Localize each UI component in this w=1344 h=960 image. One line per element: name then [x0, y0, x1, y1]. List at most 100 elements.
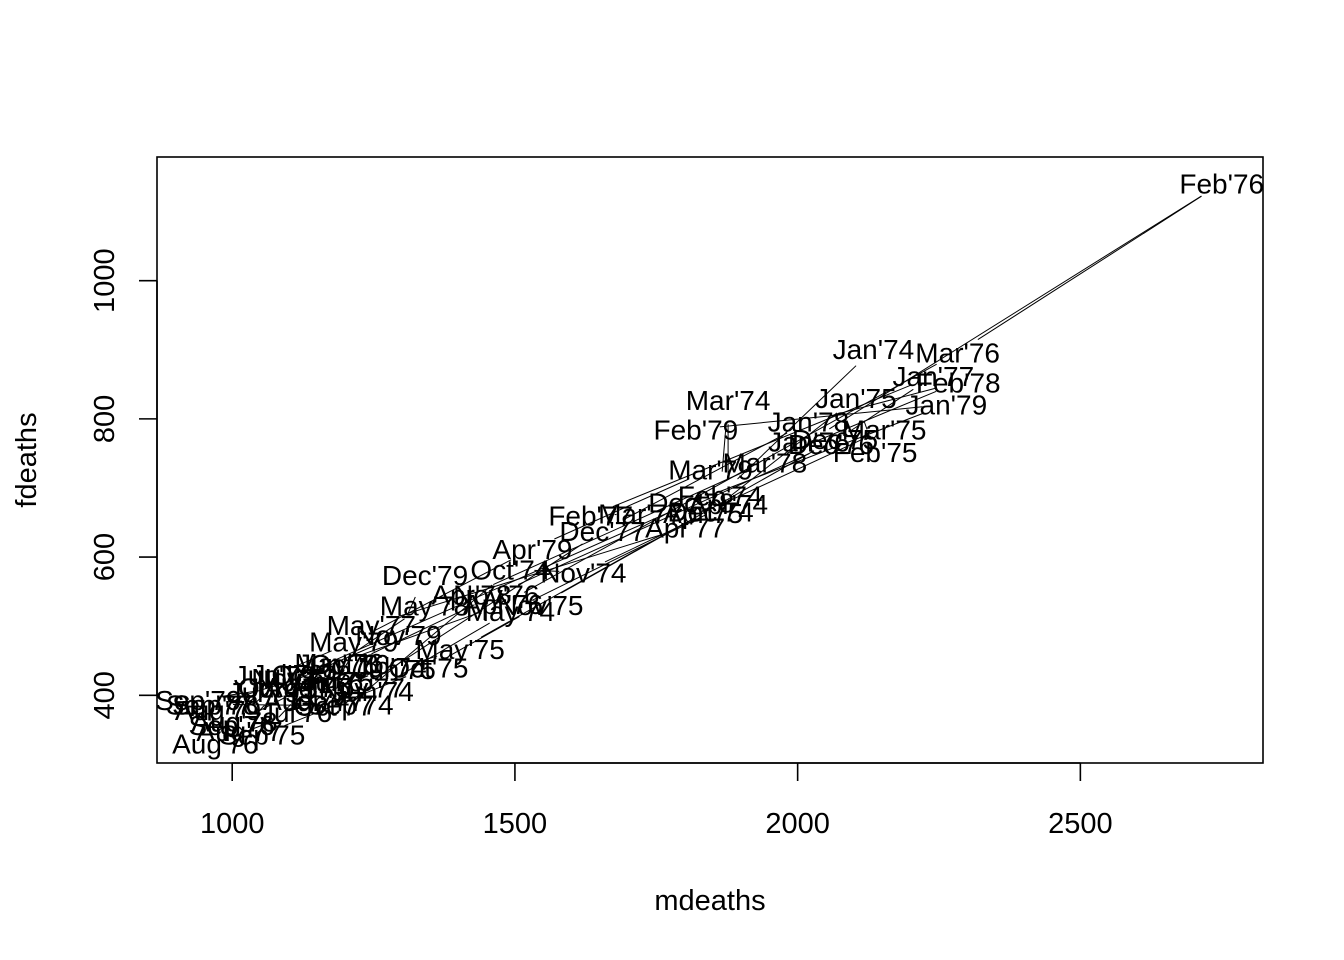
point-label: Jan'75	[815, 383, 897, 414]
series-segment	[831, 387, 936, 417]
point-label: Feb'78	[916, 367, 1001, 398]
series-segment	[255, 704, 266, 715]
point-label: Apr'76	[463, 589, 543, 620]
point-label: May'79	[309, 626, 398, 657]
point-label: Jul'77	[245, 673, 317, 704]
series-segment	[393, 622, 490, 680]
point-label: Dec'76	[788, 429, 874, 460]
point-label: Sep'78	[172, 689, 258, 720]
point-label: May'77	[327, 610, 416, 641]
point-label: May'76	[294, 648, 383, 679]
point-label: Mar'74	[686, 385, 771, 416]
series-segment	[251, 689, 271, 706]
point-label: Feb'75	[833, 437, 918, 468]
point-label: Nov'75	[497, 590, 583, 621]
point-label: Oct'77	[293, 691, 373, 722]
series-segment	[357, 618, 405, 651]
point-label: May'75	[415, 634, 504, 665]
series-segment	[361, 611, 481, 656]
series-segment	[296, 650, 332, 667]
x-tick-label: 2000	[765, 808, 830, 840]
point-label: Aug'77	[196, 716, 282, 747]
series-segment	[360, 673, 372, 677]
series-segment	[299, 644, 377, 679]
series-segment	[311, 667, 315, 670]
point-label: Aug'79	[175, 695, 261, 726]
point-label: Sep'75	[219, 720, 305, 751]
series-segment	[252, 674, 329, 715]
point-label: Sep'74	[307, 689, 393, 720]
point-label: Feb'79	[653, 414, 738, 445]
point-label: Dec'78	[648, 487, 734, 518]
point-label: Oct'76	[310, 649, 390, 680]
series-segment	[316, 511, 670, 669]
series-segment	[237, 720, 274, 736]
point-label: Jan'74	[833, 334, 915, 365]
x-axis: 1000 1500 2000 2500	[200, 762, 1113, 840]
series-segment	[623, 432, 788, 521]
point-label: Sep'79	[155, 685, 241, 716]
point-label: Dec'75	[792, 424, 878, 455]
series-segment	[221, 690, 255, 697]
point-label: Sep'76	[188, 710, 274, 741]
series-segment	[829, 195, 1202, 430]
series-segment	[417, 655, 438, 663]
series-segment	[721, 424, 727, 472]
series-segment	[284, 676, 407, 727]
point-label: Jun'76	[282, 666, 364, 697]
point-label: May'74	[466, 596, 555, 627]
point-label: Jun'78	[297, 648, 379, 679]
point-label: Jan'76	[768, 427, 850, 458]
series-segment	[786, 390, 937, 454]
series-segment	[729, 412, 838, 498]
point-label: Apr'78	[431, 579, 511, 610]
point-label: Jun'79	[234, 660, 316, 691]
point-label: Oct'79	[238, 673, 318, 704]
point-label: Nov'76	[453, 579, 539, 610]
point-label: May'78	[380, 590, 469, 621]
x-tick-label: 1000	[200, 808, 265, 840]
series-segment	[719, 406, 923, 428]
point-label: Oct'75	[388, 653, 468, 684]
series-segment	[374, 559, 512, 631]
point-label: Aug'76	[172, 729, 258, 760]
series-segment	[724, 438, 863, 504]
point-label: Jul'79	[228, 677, 300, 708]
point-label: Dec'74	[667, 496, 753, 527]
series-lines	[221, 195, 1202, 736]
series-segment	[977, 195, 1202, 341]
series-segment	[233, 704, 310, 706]
point-label: Jul'78	[251, 659, 323, 690]
series-segment	[554, 478, 689, 540]
point-label: Jul'76	[260, 697, 332, 728]
point-label: Nov'74	[540, 557, 626, 588]
series-segment	[407, 596, 416, 614]
point-label: Jan'77	[893, 361, 975, 392]
point-label: Mar'76	[915, 338, 1000, 369]
point-label: Oct'78	[271, 660, 351, 691]
series-segment	[394, 534, 663, 619]
point-label: Mar'79	[668, 454, 753, 485]
series-segment	[449, 616, 520, 657]
series-segment	[737, 365, 857, 480]
y-tick-label: 600	[89, 533, 121, 581]
series-segment	[531, 514, 707, 601]
point-label: Aug'74	[263, 685, 349, 716]
y-tick-label: 800	[89, 395, 121, 443]
y-axis: 400 600 800 1000	[89, 248, 158, 719]
point-label: Apr'79	[492, 534, 572, 565]
series-segment	[850, 388, 914, 431]
y-tick-label: 400	[89, 671, 121, 719]
point-label: Jun'74	[332, 676, 414, 707]
series-segment	[278, 704, 292, 718]
y-axis-label: fdeaths	[11, 412, 43, 507]
series-segment	[561, 450, 815, 594]
point-labels: Jan'74Feb'74Mar'74Apr'74May'74Jun'74Jul'…	[155, 168, 1264, 759]
point-label: Nov'79	[355, 620, 441, 651]
point-label: Feb'77	[548, 501, 633, 532]
point-label: Mar'77	[598, 499, 683, 530]
point-label: Oct'74	[470, 555, 550, 586]
point-label: Jun'77	[283, 686, 365, 717]
series-segment	[371, 604, 475, 655]
series-segment	[238, 681, 289, 698]
